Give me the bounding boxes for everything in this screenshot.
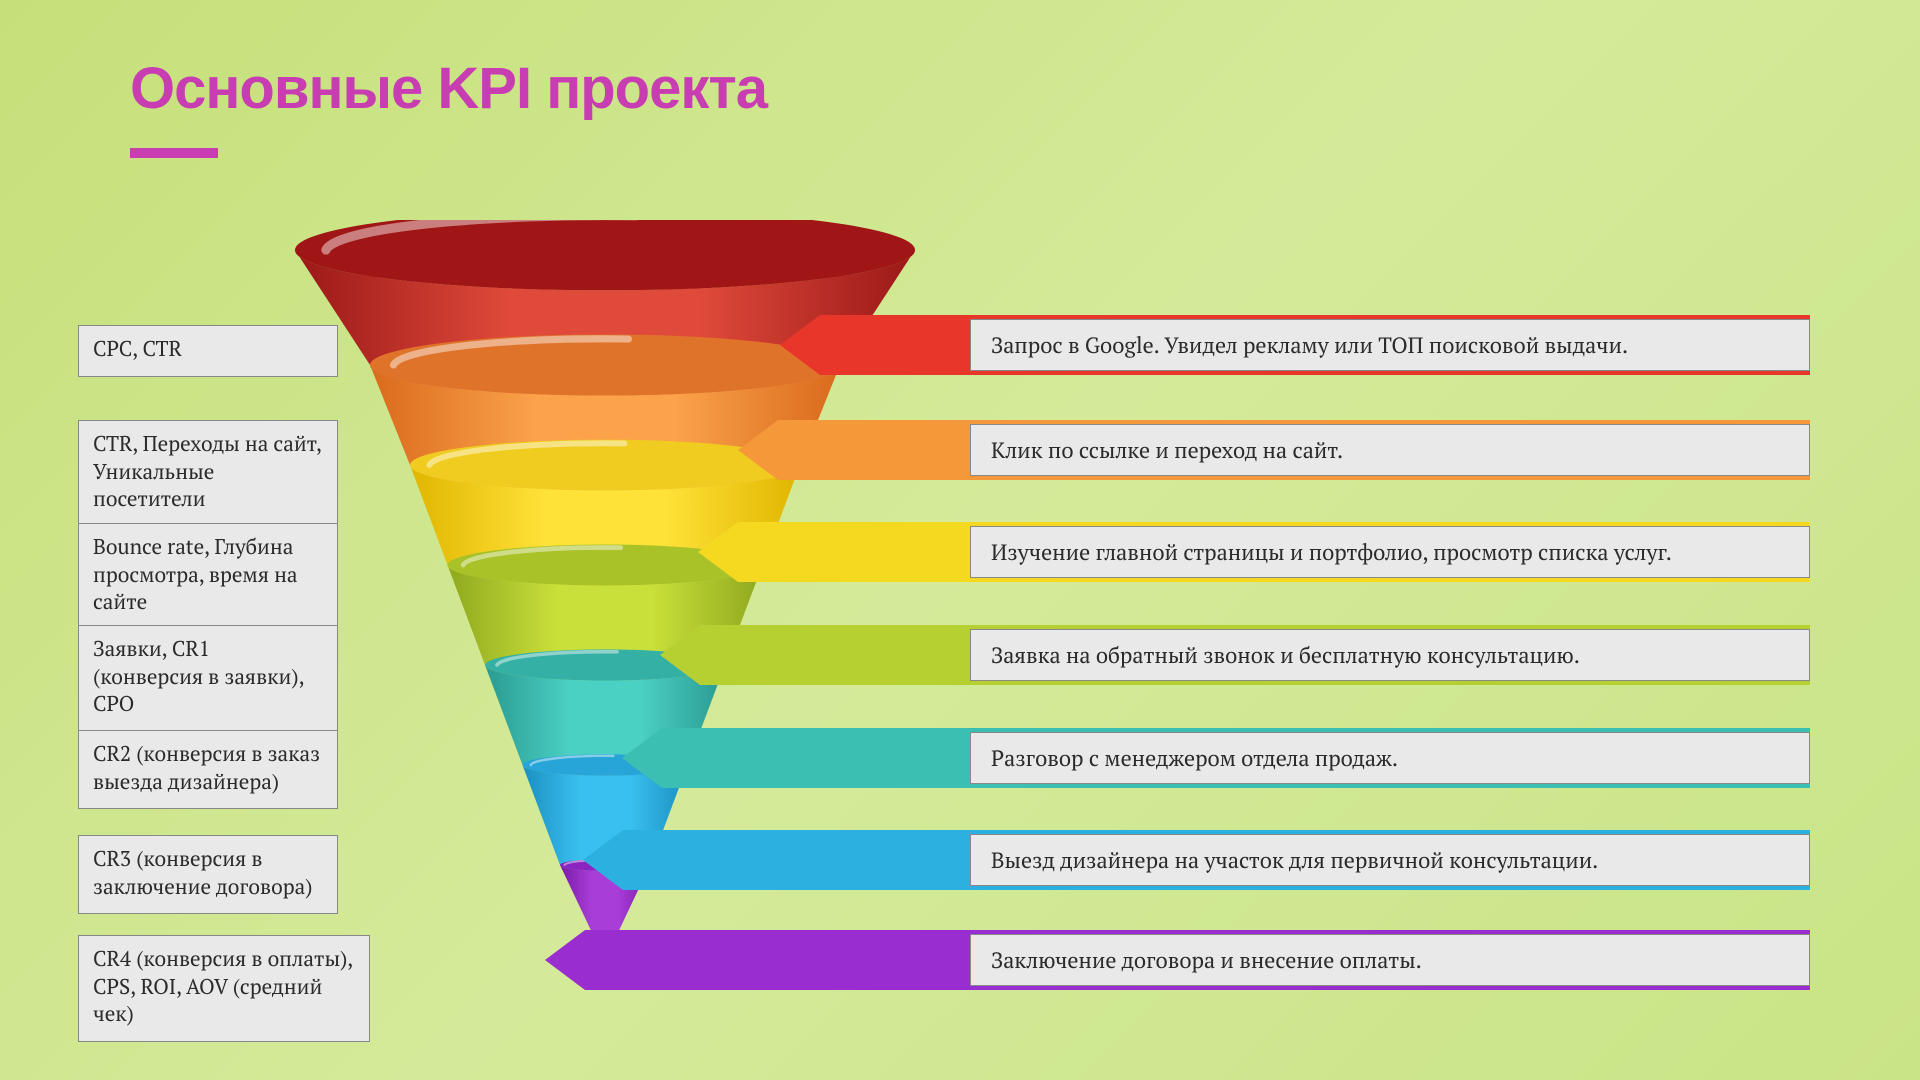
desc-row-5: Разговор с менеджером отдела продаж. bbox=[830, 728, 1820, 788]
desc-box-3: Изучение главной страницы и портфолио, п… bbox=[970, 526, 1810, 578]
desc-row-6: Выезд дизайнера на участок для первичной… bbox=[830, 830, 1820, 890]
desc-box-5: Разговор с менеджером отдела продаж. bbox=[970, 732, 1810, 784]
kpi-box-4: Заявки, CR1 (конверсия в заявки), CPO bbox=[78, 625, 338, 732]
kpi-box-1: CPC, CTR bbox=[78, 325, 338, 377]
slide: Основные KPI проекта CPC, CTR CTR, Перехо… bbox=[0, 0, 1920, 1080]
kpi-box-7: CR4 (конверсия в оплаты), CPS, ROI, AOV … bbox=[78, 935, 370, 1042]
desc-box-1: Запрос в Google. Увидел рекламу или ТОП … bbox=[970, 319, 1810, 371]
title-underline bbox=[130, 148, 218, 158]
desc-box-4: Заявка на обратный звонок и бесплатную к… bbox=[970, 629, 1810, 681]
desc-row-2: Клик по ссылке и переход на сайт. bbox=[830, 420, 1820, 480]
kpi-box-6: CR3 (конверсия в заключение договора) bbox=[78, 835, 338, 914]
page-title: Основные KPI проекта bbox=[130, 55, 767, 122]
kpi-box-2: CTR, Переходы на сайт, Уникальные посети… bbox=[78, 420, 338, 527]
kpi-box-5: CR2 (конверсия в заказ выезда дизайнера) bbox=[78, 730, 338, 809]
desc-box-7: Заключение договора и внесение оплаты. bbox=[970, 934, 1810, 986]
kpi-box-3: Bounce rate, Глубина просмотра, время на… bbox=[78, 523, 338, 630]
desc-row-7: Заключение договора и внесение оплаты. bbox=[830, 930, 1820, 990]
desc-box-6: Выезд дизайнера на участок для первичной… bbox=[970, 834, 1810, 886]
desc-box-2: Клик по ссылке и переход на сайт. bbox=[970, 424, 1810, 476]
desc-row-3: Изучение главной страницы и портфолио, п… bbox=[830, 522, 1820, 582]
desc-row-1: Запрос в Google. Увидел рекламу или ТОП … bbox=[830, 315, 1820, 375]
desc-row-4: Заявка на обратный звонок и бесплатную к… bbox=[830, 625, 1820, 685]
